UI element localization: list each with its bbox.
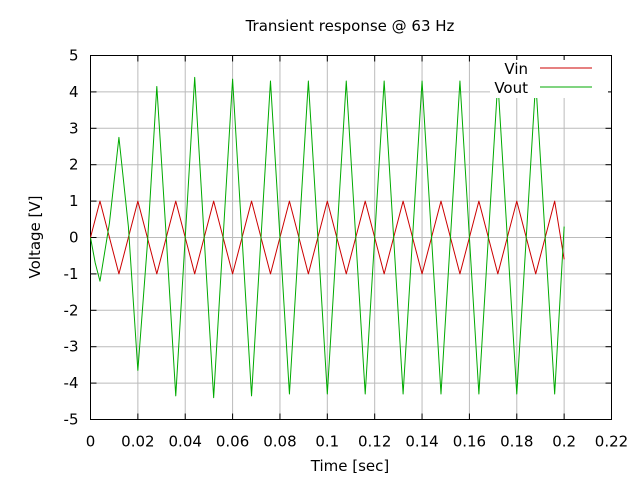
x-tick-label: 0.2: [552, 433, 576, 451]
y-tick-label: -1: [64, 265, 79, 283]
x-tick-label: 0.04: [169, 433, 202, 451]
x-tick-label: 0.02: [121, 433, 154, 451]
y-tick-label: 2: [69, 156, 79, 174]
y-tick-label: 5: [69, 47, 79, 65]
legend-label-vout: Vout: [494, 79, 528, 97]
y-tick-label: -3: [64, 338, 79, 356]
y-tick-label: 3: [69, 119, 79, 137]
grid-lines: [90, 55, 612, 420]
x-tick-label: 0: [86, 433, 96, 451]
x-tick-label: 0.1: [315, 433, 339, 451]
x-tick-label: 0.16: [453, 433, 486, 451]
y-tick-label: 0: [69, 229, 79, 247]
chart-title: Transient response @ 63 Hz: [245, 17, 455, 35]
series-line-vin: [90, 200, 565, 275]
x-tick-label: 0.08: [263, 433, 296, 451]
series-line-vout: [90, 76, 565, 399]
x-axis-label: Time [sec]: [310, 457, 389, 475]
x-tick-label: 0.18: [500, 433, 533, 451]
x-axis: 0 0.02 0.04 0.06 0.08 0.1 0.12 0.14 0.16 0.18 0.2 0…: [86, 55, 628, 451]
y-tick-label: -2: [64, 301, 79, 319]
x-tick-label: 0.12: [358, 433, 391, 451]
x-tick-label: 0.22: [595, 433, 628, 451]
y-tick-label: 1: [69, 192, 79, 210]
y-tick-label: -5: [64, 411, 79, 429]
legend-background: [490, 60, 608, 98]
y-axis-label: Voltage [V]: [26, 196, 44, 279]
x-tick-label: 0.06: [216, 433, 249, 451]
x-tick-label: 0.14: [405, 433, 438, 451]
plot-area: [90, 76, 565, 399]
legend-label-vin: Vin: [504, 60, 528, 78]
y-tick-label: -4: [64, 374, 79, 392]
legend: Vin Vout: [490, 60, 608, 98]
y-tick-label: 4: [69, 83, 79, 101]
y-axis: -5 -4 -3 -2 -1 0 1 2 3 4 5: [64, 47, 612, 429]
